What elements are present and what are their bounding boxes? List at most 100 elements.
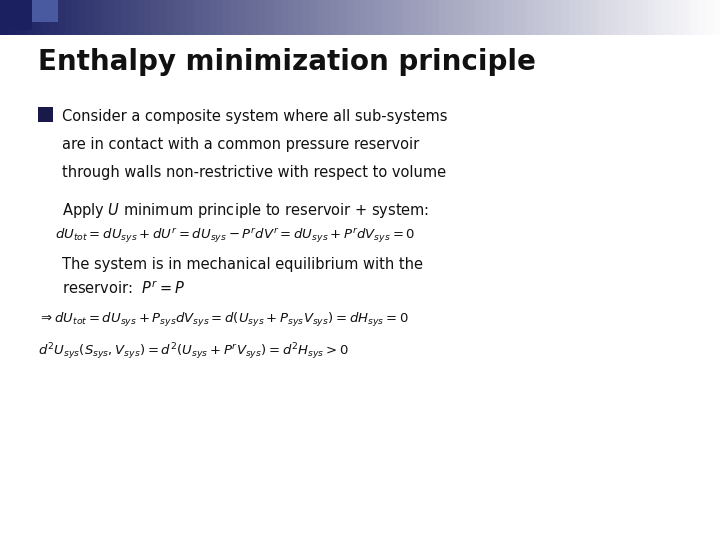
Bar <box>612 0 619 35</box>
Bar <box>353 0 360 35</box>
Bar <box>324 0 331 35</box>
Bar <box>151 0 158 35</box>
Bar <box>346 0 353 35</box>
Bar <box>511 0 518 35</box>
Bar <box>86 0 94 35</box>
Bar <box>641 0 648 35</box>
Bar <box>274 0 281 35</box>
Bar <box>554 0 562 35</box>
Bar <box>202 0 209 35</box>
Bar <box>331 0 338 35</box>
Bar <box>0 0 7 35</box>
Bar <box>389 0 396 35</box>
Bar <box>698 0 706 35</box>
Bar <box>533 0 540 35</box>
Bar <box>576 0 583 35</box>
Bar <box>281 0 288 35</box>
Bar <box>317 0 324 35</box>
Bar <box>302 0 310 35</box>
Bar <box>677 0 684 35</box>
Bar <box>65 0 72 35</box>
Bar <box>569 0 576 35</box>
Bar <box>245 0 252 35</box>
Text: $\Rightarrow dU_{tot} = dU_{sys} + P_{sys}dV_{sys} = d(U_{sys} + P_{sys}V_{sys}): $\Rightarrow dU_{tot} = dU_{sys} + P_{sy… <box>38 310 409 329</box>
Text: The system is in mechanical equilibrium with the: The system is in mechanical equilibrium … <box>62 258 423 272</box>
Bar <box>209 0 216 35</box>
Bar <box>454 0 461 35</box>
Bar <box>526 0 533 35</box>
Bar <box>50 0 58 35</box>
Bar <box>94 0 101 35</box>
Bar <box>562 0 569 35</box>
Text: $dU_{tot} = dU_{sys} + dU^{r} = dU_{sys} - P^{r}dV^{r} = dU_{sys} + P^{r}dV_{sys: $dU_{tot} = dU_{sys} + dU^{r} = dU_{sys}… <box>55 227 415 245</box>
Bar <box>14 0 22 35</box>
Bar <box>180 0 187 35</box>
Bar <box>187 0 194 35</box>
Bar <box>230 0 238 35</box>
Bar <box>122 0 130 35</box>
Bar <box>166 0 173 35</box>
Bar <box>101 0 108 35</box>
Bar <box>583 0 590 35</box>
Bar <box>410 0 418 35</box>
Bar <box>259 0 266 35</box>
Bar <box>439 0 446 35</box>
Bar <box>691 0 698 35</box>
Bar <box>144 0 151 35</box>
Bar <box>72 0 79 35</box>
Bar <box>194 0 202 35</box>
Bar <box>461 0 468 35</box>
Bar <box>403 0 410 35</box>
Bar <box>374 0 382 35</box>
Bar <box>338 0 346 35</box>
Bar <box>713 0 720 35</box>
Text: through walls non-restrictive with respect to volume: through walls non-restrictive with respe… <box>62 165 446 180</box>
Bar <box>605 0 612 35</box>
Bar <box>252 0 259 35</box>
Bar <box>0 0 32 30</box>
Text: Enthalpy minimization principle: Enthalpy minimization principle <box>38 48 536 76</box>
Bar <box>173 0 180 35</box>
Bar <box>295 0 302 35</box>
Text: Consider a composite system where all sub-systems: Consider a composite system where all su… <box>62 109 448 124</box>
Bar <box>518 0 526 35</box>
Bar <box>425 0 432 35</box>
Bar <box>266 0 274 35</box>
Bar <box>598 0 605 35</box>
Bar <box>38 107 53 122</box>
Bar <box>468 0 475 35</box>
Bar <box>418 0 425 35</box>
Bar <box>482 0 490 35</box>
Text: $d^{2}U_{sys}(S_{sys}, V_{sys}) = d^{2}(U_{sys} + P^{r}V_{sys}) = d^{2}H_{sys} >: $d^{2}U_{sys}(S_{sys}, V_{sys}) = d^{2}(… <box>38 341 349 362</box>
Bar <box>382 0 389 35</box>
Bar <box>108 0 115 35</box>
Bar <box>396 0 403 35</box>
Bar <box>670 0 677 35</box>
Bar <box>490 0 497 35</box>
Bar <box>360 0 367 35</box>
Bar <box>475 0 482 35</box>
Bar <box>684 0 691 35</box>
Bar <box>590 0 598 35</box>
Bar <box>43 0 50 35</box>
Bar <box>223 0 230 35</box>
Bar <box>7 0 14 35</box>
Bar <box>446 0 454 35</box>
Bar <box>655 0 662 35</box>
Bar <box>216 0 223 35</box>
Bar <box>547 0 554 35</box>
Bar <box>648 0 655 35</box>
Bar <box>432 0 439 35</box>
Bar <box>619 0 626 35</box>
Bar <box>367 0 374 35</box>
Bar <box>22 0 29 35</box>
Bar <box>130 0 137 35</box>
Bar <box>115 0 122 35</box>
Bar <box>238 0 245 35</box>
Bar <box>540 0 547 35</box>
Text: are in contact with a common pressure reservoir: are in contact with a common pressure re… <box>62 137 419 152</box>
Text: Apply $\mathit{U}$ minimum principle to reservoir + system:: Apply $\mathit{U}$ minimum principle to … <box>62 201 429 220</box>
Bar <box>36 0 43 35</box>
Bar <box>310 0 317 35</box>
Bar <box>158 0 166 35</box>
